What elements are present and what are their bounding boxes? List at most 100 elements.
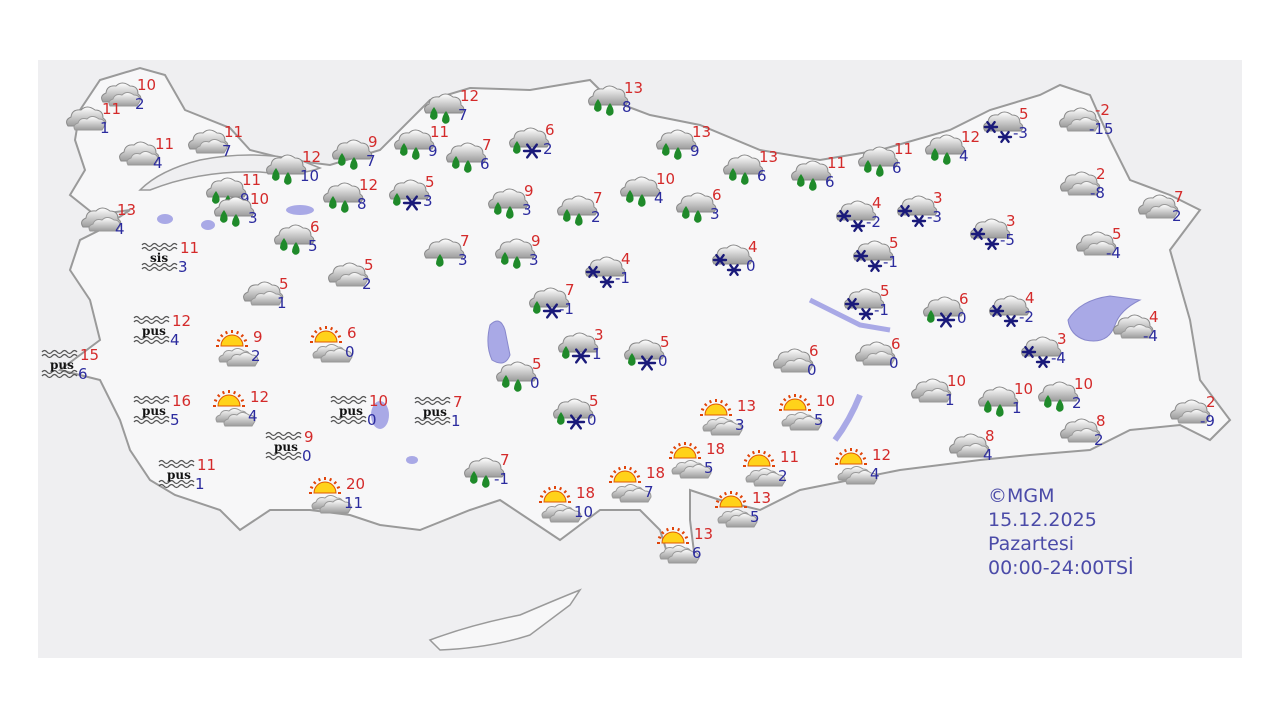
min-temperature: 1 [1012,399,1022,417]
max-temperature: 3 [594,326,604,344]
min-temperature: 9 [690,142,700,160]
weather-station: 10 3 [214,192,269,227]
max-temperature: 13 [694,525,714,543]
cloudy-icon [239,277,285,317]
min-temperature: 3 [423,192,433,210]
min-temperature: 1 [945,391,955,409]
min-temperature: 3 [178,258,188,276]
min-temperature: 2 [543,140,553,158]
lake [201,220,215,230]
min-temperature: 4 [654,189,664,207]
max-temperature: 10 [137,76,157,94]
min-temperature: 0 [367,411,377,429]
max-temperature: 11 [197,456,217,474]
weather-station: pus 7 1 [414,395,463,429]
max-temperature: 5 [364,256,374,274]
cloudy-icon [97,78,143,118]
min-temperature: -15 [1089,120,1114,138]
weather-station: 13 5 [715,491,771,528]
snow-icon [979,107,1025,151]
max-temperature: 18 [706,440,726,458]
weather-station: 10 5 [779,394,835,431]
rain-icon [484,184,530,228]
copyright: ©MGM [988,485,1055,507]
min-temperature: 3 [529,251,539,269]
max-temperature: 20 [346,475,366,493]
rain-icon [974,382,1020,426]
weather-station: 10 2 [1038,377,1093,412]
min-temperature: 6 [692,544,702,562]
cloudy-icon [945,429,991,469]
min-temperature: -2 [1019,308,1034,326]
light-rain-icon [420,234,466,278]
rain-icon [652,125,698,169]
max-temperature: 6 [891,335,901,353]
weather-station: 12 4 [925,130,980,165]
max-temperature: 18 [646,464,666,482]
max-temperature: 5 [425,173,435,191]
min-temperature: 7 [644,483,654,501]
min-temperature: 4 [170,331,180,349]
cloudy-icon [62,102,108,142]
fog-icon [40,346,86,384]
max-temperature: 3 [933,189,943,207]
partly-sunny-icon [712,491,758,533]
max-temperature: -2 [1095,101,1110,119]
min-temperature: -4 [1106,244,1121,262]
min-temperature: 6 [757,167,767,185]
cloudy-icon [851,337,897,377]
min-temperature: 0 [889,354,899,372]
fog-label: pus [50,358,74,372]
min-temperature: 4 [870,465,880,483]
cloudy-icon [1166,395,1212,435]
max-temperature: 11 [242,171,262,189]
sleet-icon [525,283,571,327]
max-temperature: 9 [524,182,534,200]
rain-icon [491,234,537,278]
weather-station: 12 10 [266,150,321,185]
partly-sunny-icon [210,390,256,432]
weather-station: 10 1 [978,382,1033,417]
max-temperature: 10 [816,392,836,410]
weather-station: 11 2 [743,450,799,487]
rain-icon [442,138,488,182]
rain-icon [672,188,718,232]
weather-station: pus 16 5 [133,394,191,428]
weather-station: 12 4 [213,390,269,427]
weather-station: 7 -1 [464,453,510,488]
weather-station: 3 -4 [1021,332,1067,368]
cloudy-icon [184,125,230,165]
min-temperature: 0 [302,447,312,465]
fog-icon [264,428,310,466]
max-temperature: 4 [621,250,631,268]
ataturk-dam-lake [832,393,863,442]
partly-sunny-icon [740,450,786,492]
min-temperature: -3 [1013,124,1028,142]
max-temperature: 6 [712,186,722,204]
fog-icon [132,392,178,430]
snow-icon [840,284,886,328]
max-temperature: 2 [1096,165,1106,183]
snow-icon [966,214,1012,258]
max-temperature: 11 [780,448,800,466]
max-temperature: 13 [117,201,137,219]
weather-station: pus 10 0 [330,394,388,428]
max-temperature: 12 [460,87,480,105]
max-temperature: 13 [692,123,712,141]
max-temperature: 7 [460,232,470,250]
cloudy-icon [77,203,123,243]
weather-station: pus 12 4 [133,314,191,348]
rain-icon [719,150,765,194]
partly-sunny-icon [606,466,652,508]
fog-label: pus [142,324,166,338]
max-temperature: 13 [752,489,772,507]
fog-icon [157,456,203,494]
min-temperature: -1 [559,300,574,318]
